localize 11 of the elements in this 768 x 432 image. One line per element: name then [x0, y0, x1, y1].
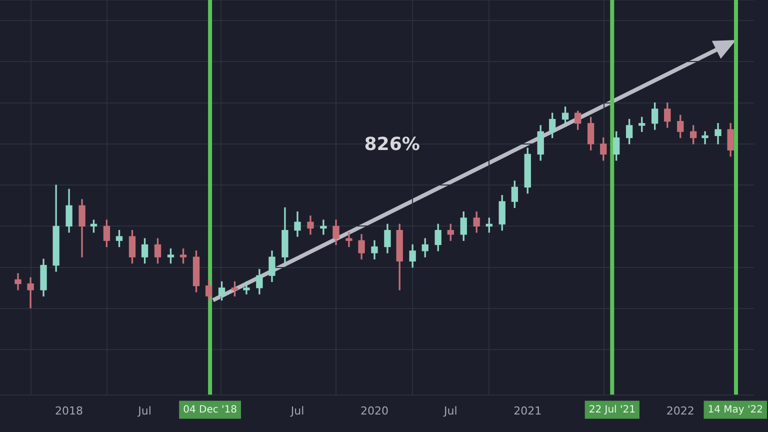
x-tick-label: 2022 [666, 404, 694, 418]
x-tick-label: 2018 [55, 404, 84, 418]
ref-line-label: 22 Jul '21 [588, 404, 636, 416]
x-tick-label: 2021 [514, 404, 542, 418]
x-tick-label: Jul [290, 404, 304, 418]
annotation: 826% [364, 134, 420, 155]
ref-line-label: 14 May '22 [708, 404, 763, 416]
x-tick-label: 2020 [360, 404, 388, 418]
x-tick-label: Jul [443, 404, 458, 418]
x-tick-label: Jul [137, 404, 152, 418]
ref-line-label: 04 Dec '18 [183, 404, 237, 416]
